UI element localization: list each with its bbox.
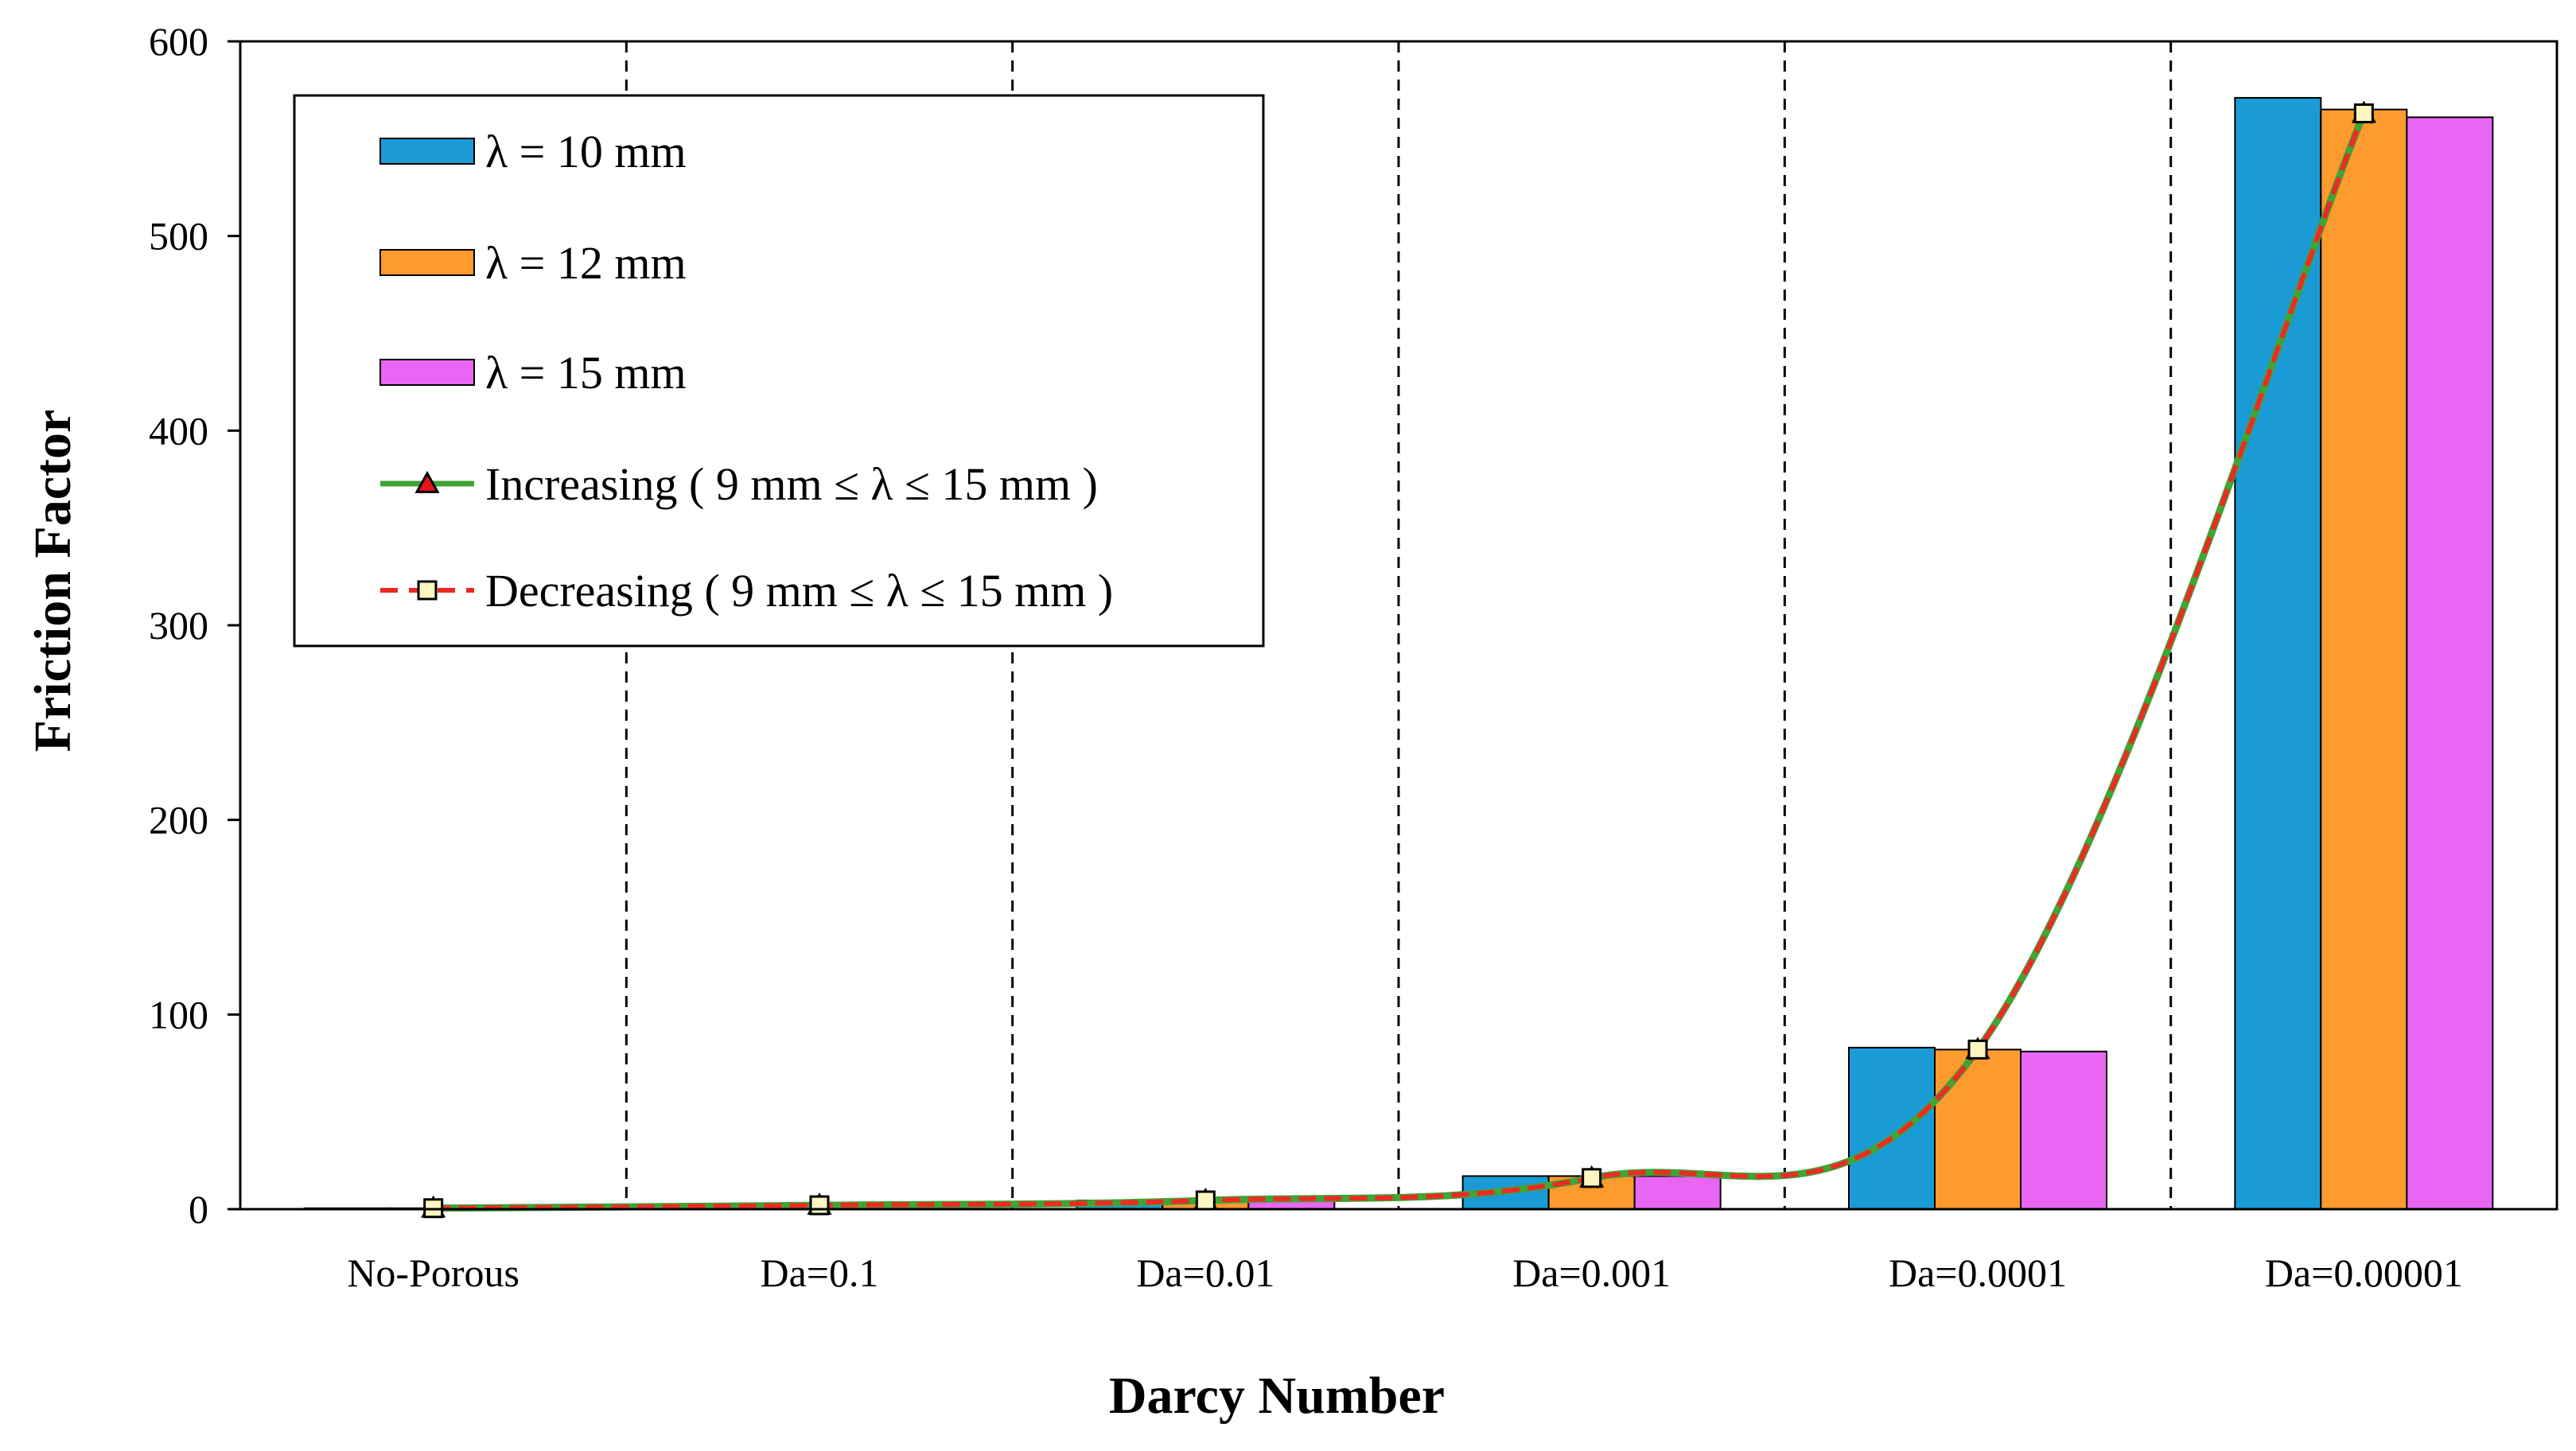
square-marker (2353, 103, 2374, 124)
square-marker (809, 1195, 830, 1216)
y-axis: 0 100 200 300 400 500 600 (149, 19, 240, 1231)
x-tick-label: Da=0.01 (1136, 1251, 1274, 1295)
y-tick-label: 300 (149, 603, 208, 648)
x-tick-label: Da=0.001 (1512, 1251, 1671, 1295)
square-marker (1582, 1168, 1602, 1188)
square-marker (1195, 1190, 1216, 1211)
legend-swatch (379, 359, 475, 386)
legend-label: λ = 15 mm (485, 347, 687, 399)
series-line (433, 112, 2367, 1211)
legend-label: λ = 10 mm (485, 126, 687, 177)
x-axis: No-Porous Da=0.1 Da=0.01 Da=0.001 Da=0.0001 D… (347, 1251, 2463, 1295)
y-tick-label: 0 (189, 1187, 208, 1231)
x-tick-label: No-Porous (347, 1251, 519, 1295)
x-tick-label: Da=0.0001 (1889, 1251, 2067, 1295)
bar (2406, 116, 2494, 1210)
line-series (421, 100, 2376, 1219)
bar-series (303, 96, 2494, 1211)
legend-swatch (379, 138, 475, 165)
bar (1633, 1175, 1722, 1210)
y-axis-title: Friction Factor (24, 410, 82, 753)
x-axis-title: Darcy Number (1109, 1367, 1445, 1425)
bar (2234, 96, 2322, 1210)
legend-swatch (379, 249, 475, 276)
legend-label: Decreasing ( 9 mm ≤ λ ≤ 15 mm ) (485, 565, 1113, 617)
x-tick-label: Da=0.1 (761, 1251, 879, 1295)
bar (2020, 1050, 2107, 1210)
triangle-marker (414, 470, 440, 493)
legend: λ = 10 mm λ = 12 mm λ = 15 mm Increasing ( … (293, 94, 1265, 648)
y-tick-label: 500 (149, 214, 208, 259)
bar (1934, 1048, 2021, 1210)
bar (2320, 108, 2408, 1211)
y-tick-label: 400 (149, 408, 208, 453)
legend-label: λ = 12 mm (485, 237, 687, 289)
x-tick-label: Da=0.00001 (2265, 1251, 2463, 1295)
y-tick-label: 100 (149, 992, 208, 1037)
legend-label: Increasing ( 9 mm ≤ λ ≤ 15 mm ) (485, 458, 1098, 510)
square-marker (417, 580, 438, 601)
y-tick-label: 600 (149, 19, 208, 64)
y-tick-label: 200 (149, 798, 208, 842)
bar (1848, 1046, 1936, 1210)
square-marker (1967, 1039, 1988, 1060)
